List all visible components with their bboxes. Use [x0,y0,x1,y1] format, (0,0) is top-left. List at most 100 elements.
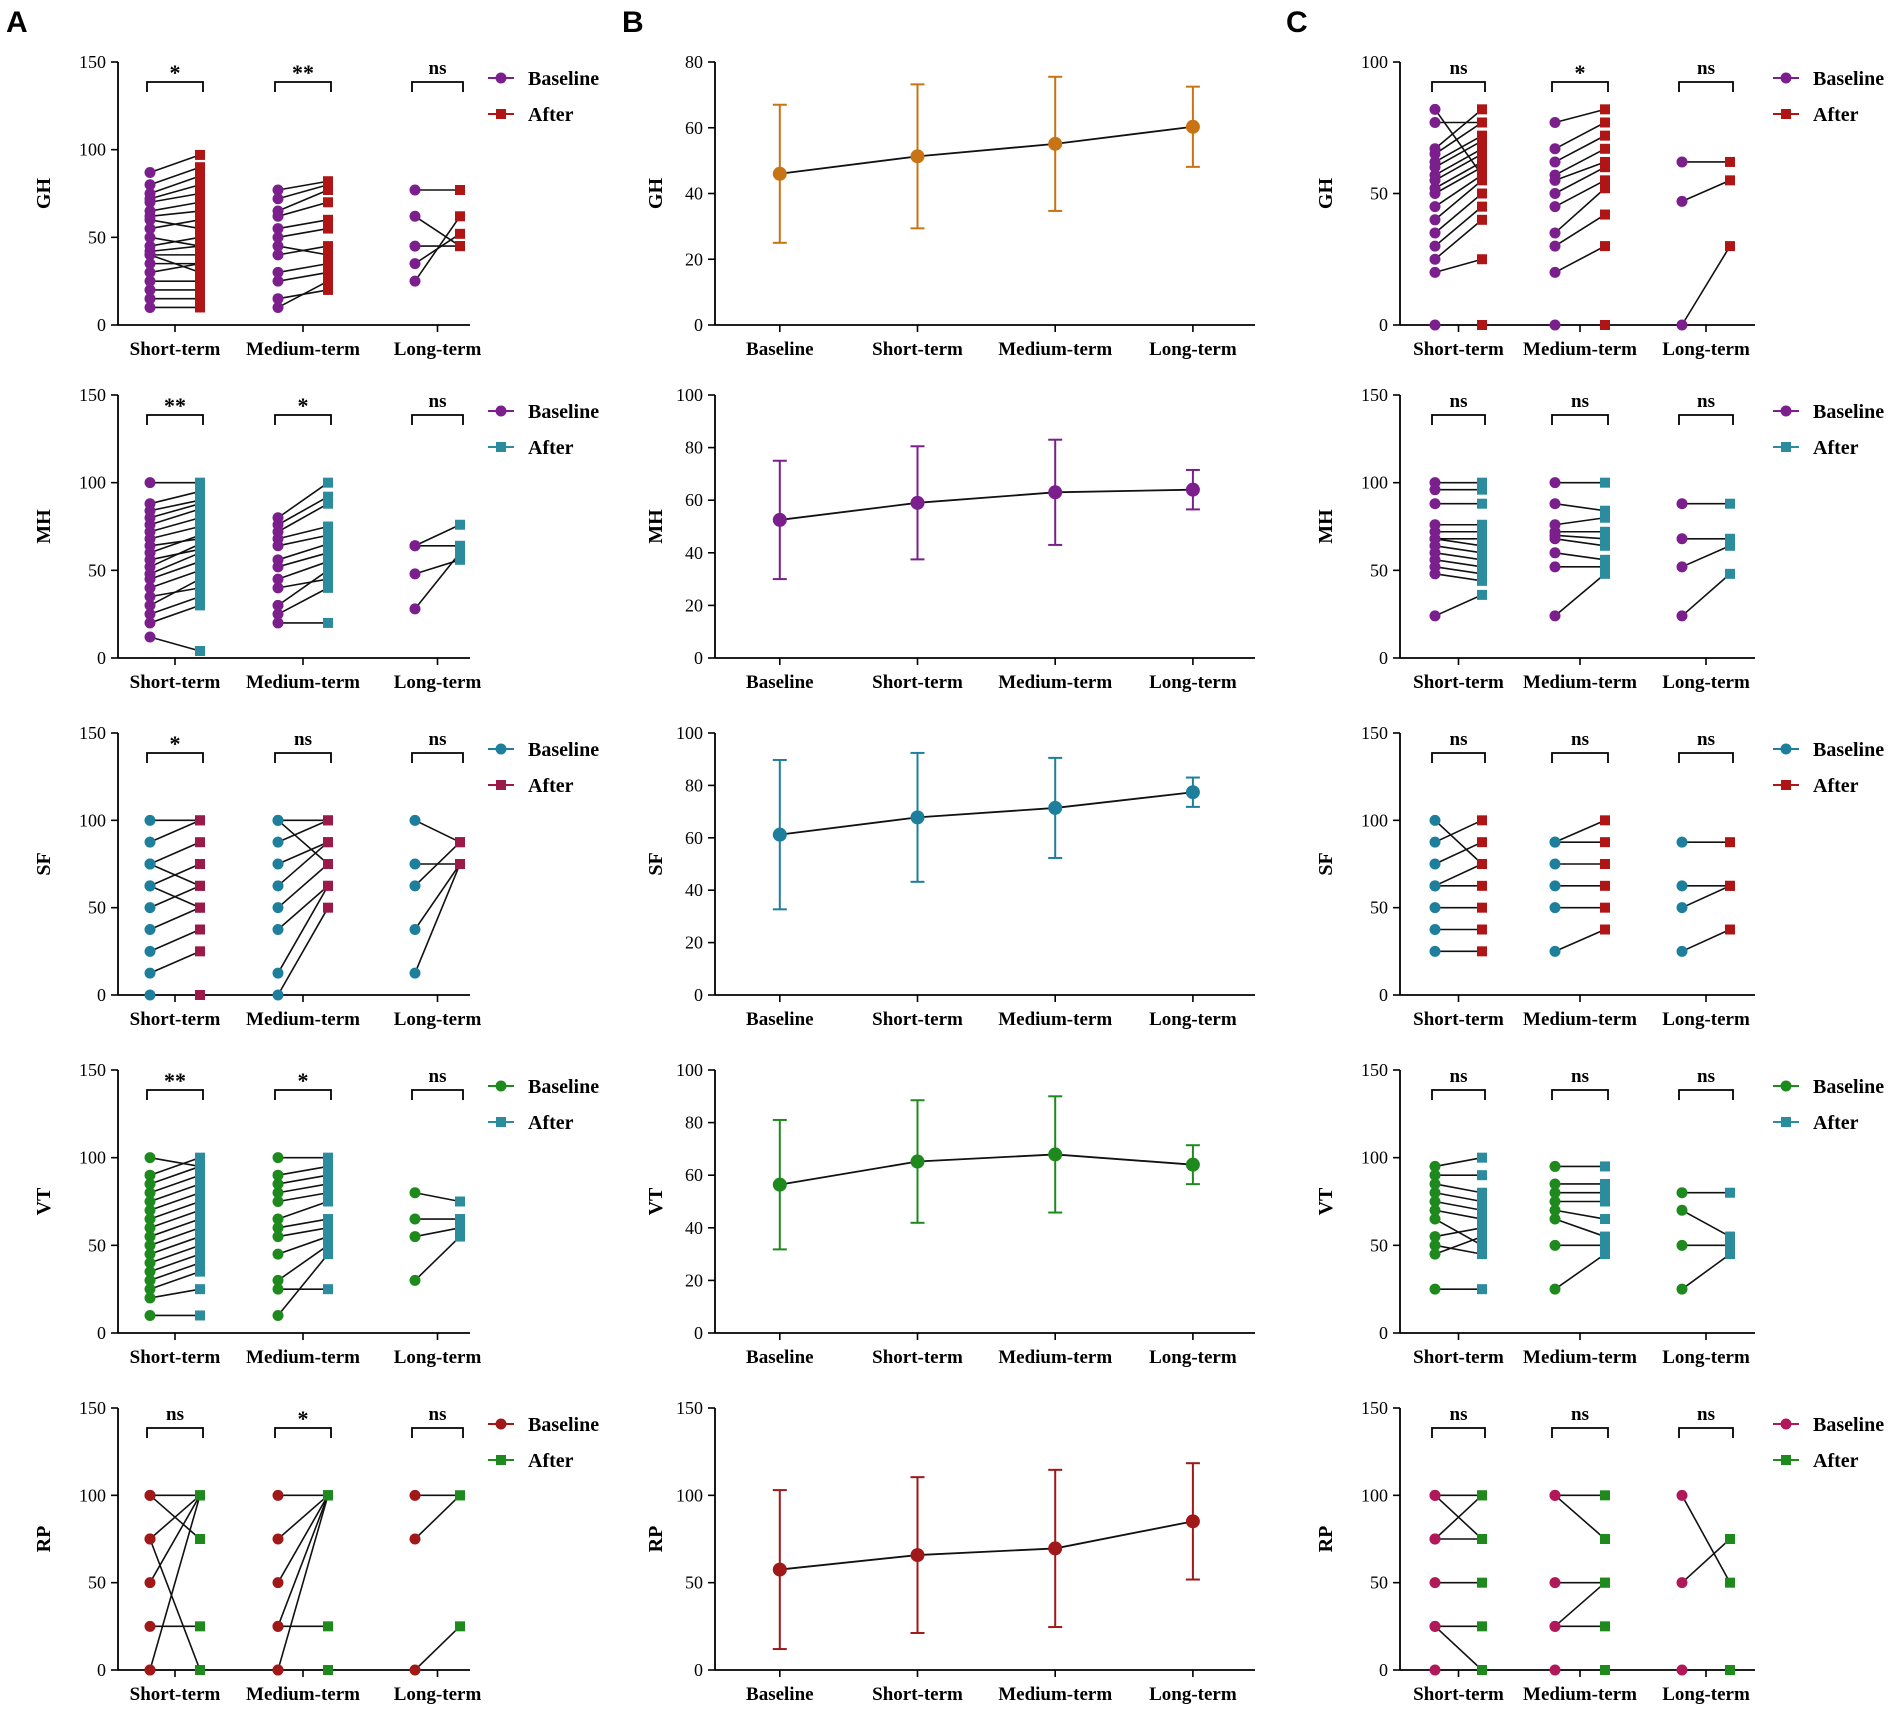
a-vt-baseline-point [272,1152,284,1164]
a-rp-legend-marker [495,1418,507,1430]
a-rp-legend-marker [496,1455,506,1465]
c-vt-after-point [1477,1214,1487,1225]
b-sf-y-label: SF [645,852,667,875]
c-sf-baseline-point [1429,814,1441,826]
c-mh-after-point [1477,547,1487,558]
c-sf-baseline-point [1429,836,1441,848]
a-gh-baseline-point [272,184,284,196]
c-gh-after-point [1600,104,1610,115]
c-rp-x-tick-label: Medium-term [1523,1684,1637,1705]
a-mh-pair-line [149,569,201,589]
c-gh-pair-line [1554,245,1606,274]
c-gh-baseline-point [1429,227,1441,239]
c-mh-significance-bracket [1551,414,1609,425]
b-sf-mean-point [772,827,787,842]
a-rp-x-tick-label: Long-term [394,1684,482,1705]
c-mh-after-point [1477,498,1487,509]
a-vt-baseline-point [144,1152,156,1164]
c-gh-pair-line [1434,179,1483,221]
c-vt-significance-label: ns [1450,1066,1468,1087]
a-mh-after-point [323,521,333,532]
a-gh-after-point [195,258,205,269]
a-rp-baseline-point [144,1664,156,1676]
a-mh-pair-line [149,587,201,598]
a-gh-after-point [455,241,465,252]
a-gh-baseline-point [272,193,284,205]
a-gh-legend-marker [496,109,506,119]
chart-a-rp: 0 50 100 150 RP Short-term ns Medium-term * Long-… [33,1398,599,1705]
a-mh-after-point [323,582,333,593]
c-vt-after-point [1477,1187,1487,1198]
a-mh-pair-line [414,559,461,575]
c-gh-pair-line [1554,134,1606,163]
a-gh-pair-line [149,210,201,218]
c-sf-after-point [1600,902,1610,913]
c-gh-pair-line [1554,161,1606,182]
a-sf-after-point [195,946,205,957]
a-rp-baseline-point [144,1620,156,1632]
a-vt-after-point [455,1214,465,1225]
a-rp-significance-label: ns [429,1404,447,1425]
a-sf-significance-label: ns [294,729,312,750]
a-vt-pair-line [149,1244,201,1264]
c-sf-after-point [1477,880,1487,891]
c-mh-baseline-point [1676,561,1688,573]
a-mh-y-label: MH [33,509,55,544]
a-sf-baseline-point [272,858,284,870]
c-vt-pair-line [1434,1183,1483,1194]
a-vt-after-point [195,1205,205,1216]
b-rp-mean-point [1048,1541,1063,1556]
c-vt-baseline-point [1429,1196,1441,1207]
a-gh-after-point [323,214,333,225]
c-vt-after-point [1477,1205,1487,1216]
c-vt-pair-line [1434,1218,1483,1247]
a-rp-x-tick-label: Medium-term [246,1684,360,1705]
a-gh-after-point [195,149,205,160]
a-vt-pair-line [277,1244,329,1282]
c-mh-baseline-point [1676,610,1688,622]
c-gh-x-tick-label: Short-term [1413,339,1504,360]
b-gh-y-tick-label: 20 [685,249,703,269]
c-vt-x-tick-label: Long-term [1662,1347,1750,1368]
a-mh-baseline-point [144,599,156,611]
a-gh-significance-label: ns [429,58,447,79]
a-gh-baseline-point [144,179,156,191]
chart-b-sf: 0 20 40 60 80 100 SF Baseline Short-term Medium-t… [645,723,1255,1030]
c-rp-legend-label: Baseline [1813,1414,1884,1436]
a-sf-after-point [195,837,205,848]
c-gh-baseline-point [1549,116,1561,128]
c-vt-pair-line [1434,1200,1483,1212]
a-sf-y-tick-label: 150 [79,723,106,743]
c-gh-baseline-point [1429,240,1441,252]
c-vt-baseline-point [1429,1283,1441,1295]
c-vt-after-point [1725,1231,1735,1242]
a-vt-baseline-point [144,1248,156,1260]
a-gh-pair-line [149,192,201,204]
b-vt-y-tick-label: 0 [694,1323,703,1343]
a-vt-x-tick-label: Long-term [394,1347,482,1368]
chart-c-gh: 0 50 100 GH Short-term ns Medium-term * Long-ter… [1315,52,1884,360]
chart-a-gh: 0 50 100 150 GH Short-term * Medium-term ** Long-… [33,52,599,360]
c-sf-y-tick-label: 150 [1361,723,1388,743]
a-mh-after-point [195,521,205,532]
c-mh-y-tick-label: 150 [1361,385,1388,405]
c-mh-baseline-point [1549,561,1561,573]
c-rp-baseline-point [1549,1489,1561,1501]
c-gh-baseline-point [1429,116,1441,128]
c-vt-pair-line [1434,1156,1483,1168]
a-rp-pair-line [277,1495,329,1627]
c-sf-pair-line [1554,819,1606,843]
c-rp-after-point [1477,1534,1487,1544]
a-gh-baseline-point [144,223,156,235]
a-rp-pair-line [149,1494,201,1540]
b-sf-y-tick-label: 60 [685,828,703,848]
c-gh-pair-line [1681,179,1731,203]
a-mh-pair-line [149,595,201,615]
a-mh-pair-line [149,516,201,533]
panel-label-b: B [622,6,644,39]
a-sf-pair-line [414,863,461,974]
c-gh-baseline-point [1549,201,1561,213]
c-rp-significance-label: ns [1450,1404,1468,1425]
c-gh-after-point [1725,241,1735,252]
c-vt-y-tick-label: 150 [1361,1060,1388,1080]
